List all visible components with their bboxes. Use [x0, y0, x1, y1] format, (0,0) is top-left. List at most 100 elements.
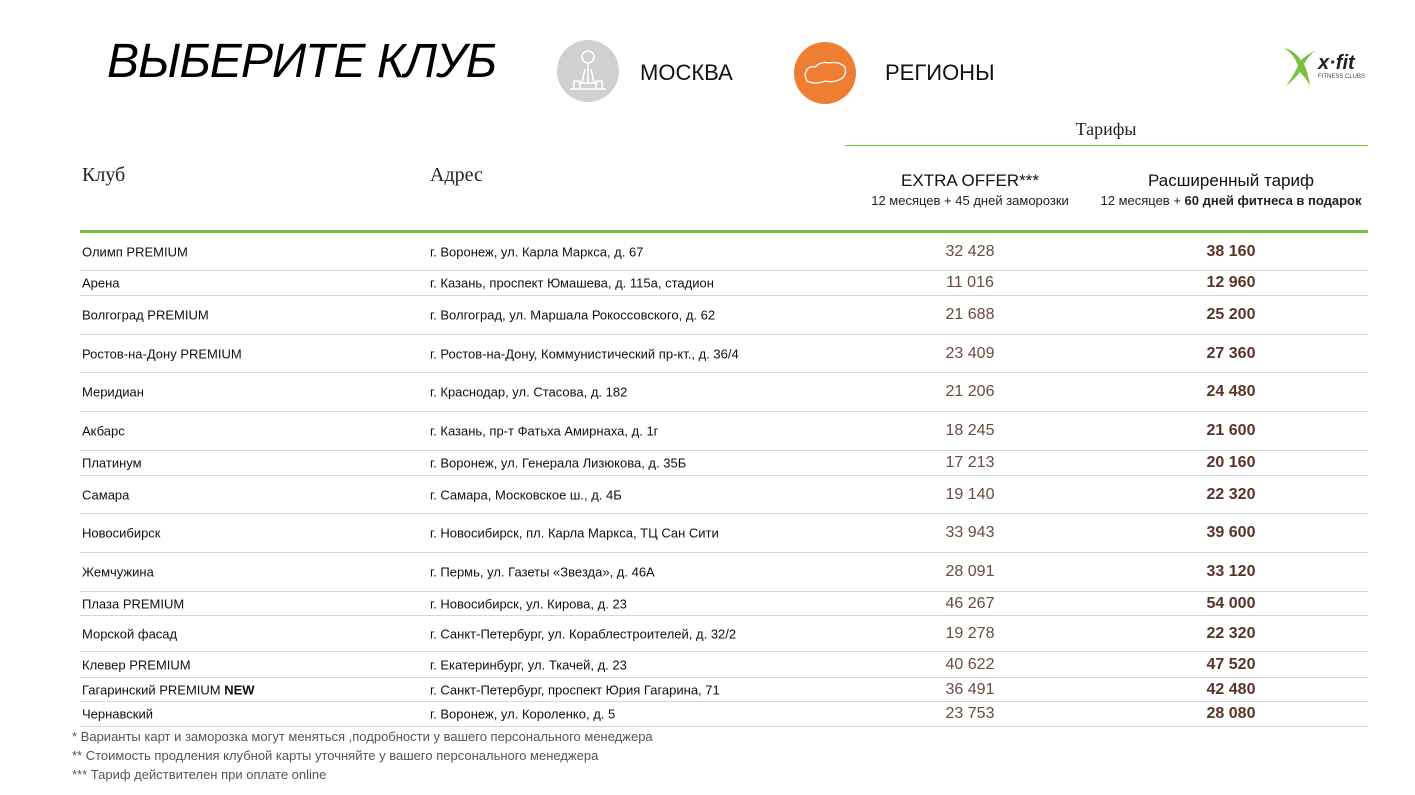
price-extended: 24 480 — [1206, 383, 1256, 400]
price-extended: 33 120 — [1206, 563, 1256, 580]
column-header: EXTRA OFFER*** — [901, 171, 1039, 190]
club-name: Морской фасад — [82, 626, 177, 641]
club-name: Платинум — [82, 456, 142, 471]
price-extended: 28 080 — [1206, 705, 1256, 722]
club-name: Чернавский — [82, 707, 153, 722]
price-extra: 36 491 — [945, 680, 995, 698]
club-text: Акбарс — [82, 423, 125, 439]
moscow-icon[interactable] — [556, 39, 620, 103]
table-row: Жемчужина г. Пермь, ул. Газеты «Звезда», … — [80, 553, 1368, 592]
note-part-bold: 60 дней фитнеса в подарок — [1184, 193, 1362, 208]
moscow-link[interactable]: МОСКВА — [640, 60, 733, 85]
price-extended: 27 360 — [1206, 344, 1256, 362]
table-row: Гагаринский PREMIUM NEW г. Санкт-Петербур… — [80, 678, 1368, 702]
address: г. Пермь, ул. Газеты «Звезда», д. 46А — [430, 564, 655, 580]
logo-text: x·fit — [1318, 52, 1355, 74]
club-name: Акбарс — [82, 424, 125, 439]
price-extended: 12 960 — [1206, 274, 1256, 291]
address: г. Казань, проспект Юмашева, д. 115а, ст… — [430, 275, 714, 291]
club-name: Волгоград PREMIUM — [82, 308, 209, 323]
regions-link[interactable]: РЕГИОНЫ — [885, 60, 995, 85]
club-text: Морской фасад — [82, 626, 178, 641]
table-row: Меридиан г. Краснодар, ул. Стасова, д. 18… — [80, 373, 1368, 412]
table-row: Морской фасад г. Санкт-Петербург, ул. Кор… — [80, 616, 1368, 652]
address: г. Новосибирск, пл. Карла Маркса, ТЦ Сан… — [430, 525, 719, 541]
price-extra: 18 245 — [945, 422, 995, 439]
club-text: Арена — [82, 275, 120, 291]
address: г. Санкт-Петербург, ул. Кораблестроителе… — [430, 626, 737, 641]
club-text: Чернавский — [82, 706, 154, 722]
price-extra: 32 428 — [945, 243, 995, 260]
address: г. Волгоград, ул. Маршала Рокоссовского,… — [430, 307, 716, 323]
address: г. Казань, пр-т Фатьха Амирнаха, д. 1г — [430, 423, 659, 439]
logo-sub: FITNESS CLUBS — [1318, 74, 1366, 80]
price-extended: 22 320 — [1206, 624, 1256, 642]
club-text: Самара — [82, 487, 130, 502]
price-extra: 19 140 — [945, 485, 995, 503]
table-row: Плаза PREMIUM г. Новосибирск, ул. Кирова,… — [80, 592, 1368, 616]
address: г. Краснодар, ул. Стасова, д. 182 — [430, 384, 628, 400]
table-row: Новосибирск г. Новосибирск, пл. Карла Мар… — [80, 514, 1368, 553]
table-row: Платинум г. Воронеж, ул. Генерала Лизюков… — [80, 451, 1368, 476]
column-note: 12 месяцев + 45 дней заморозки — [871, 193, 1069, 208]
column-header: Клуб — [82, 164, 126, 186]
column-note: 12 месяцев + 60 дней фитнеса в подарок — [1100, 193, 1361, 208]
address: г. Самара, Московское ш., д. 4Б — [430, 487, 622, 502]
club-name: Самара — [82, 487, 129, 502]
price-extended: 39 600 — [1206, 524, 1256, 541]
club-name: Гагаринский PREMIUM NEW — [82, 682, 255, 697]
price-extra: 11 016 — [946, 274, 994, 291]
address: г. Санкт-Петербург, проспект Юрия Гагари… — [430, 682, 720, 697]
price-extra: 17 213 — [945, 454, 995, 471]
footnote: * Варианты карт и заморозка могут менять… — [72, 729, 653, 744]
table-row: Олимп PREMIUM г. Воронеж, ул. Карла Маркс… — [80, 234, 1368, 271]
price-extended: 47 520 — [1206, 655, 1256, 673]
price-extended: 54 000 — [1206, 594, 1256, 612]
price-extended: 22 320 — [1206, 485, 1256, 503]
footnote: ** Стоимость продления клубной карты уто… — [72, 748, 599, 763]
club-name: Меридиан — [82, 385, 144, 400]
club-text: Олимп PREMIUM — [82, 244, 188, 260]
club-text: Меридиан — [82, 384, 144, 400]
price-extended: 25 200 — [1206, 306, 1256, 323]
address: г. Новосибирск, ул. Кирова, д. 23 — [430, 596, 627, 611]
price-extended: 42 480 — [1206, 680, 1256, 698]
table-row: Клевер PREMIUM г. Екатеринбург, ул. Ткаче… — [80, 652, 1368, 678]
club-name: Ростов-на-Дону PREMIUM — [82, 346, 242, 361]
address: г. Екатеринбург, ул. Ткачей, д. 23 — [430, 657, 627, 672]
table-row: Акбарс г. Казань, пр-т Фатьха Амирнаха, д… — [80, 412, 1368, 451]
club-name: Жемчужина — [82, 565, 154, 580]
price-extra: 21 206 — [945, 383, 995, 400]
club-text: Гагаринский PREMIUM — [82, 682, 221, 697]
table-row: Самара г. Самара, Московское ш., д. 4Б 19 … — [80, 476, 1368, 514]
club-name: Олимп PREMIUM — [82, 245, 188, 260]
column-header: Адрес — [430, 164, 483, 186]
group-rule — [845, 145, 1368, 146]
club-tag: NEW — [224, 682, 255, 697]
group-header: Тарифы — [1075, 119, 1137, 139]
price-extended: 38 160 — [1206, 243, 1256, 260]
table-row: Чернавский г. Воронеж, ул. Короленко, д. … — [80, 702, 1368, 727]
price-extended: 20 160 — [1206, 454, 1256, 471]
regions-icon[interactable] — [793, 41, 857, 105]
table-row: Волгоград PREMIUM г. Волгоград, ул. Марша… — [80, 296, 1368, 335]
club-text: Плаза PREMIUM — [82, 596, 185, 611]
club-name: Клевер PREMIUM — [82, 657, 191, 672]
price-extra: 28 091 — [945, 563, 995, 580]
table-row: Ростов-на-Дону PREMIUM г. Ростов-на-Дону,… — [80, 335, 1368, 373]
club-text: Новосибирск — [82, 525, 161, 541]
price-extra: 21 688 — [945, 306, 995, 323]
club-text: Клевер PREMIUM — [82, 657, 191, 672]
note-part: 12 месяцев + — [1100, 193, 1185, 208]
footnote: *** Тариф действителен при оплате online — [72, 767, 327, 782]
address: г. Воронеж, ул. Карла Маркса, д. 67 — [430, 244, 644, 260]
club-text: Платинум — [82, 455, 142, 471]
club-name: Новосибирск — [82, 526, 161, 541]
column-header: Расширенный тариф — [1148, 171, 1314, 190]
address: г. Ростов-на-Дону, Коммунистический пр-к… — [430, 346, 739, 361]
price-extra: 40 622 — [945, 655, 995, 673]
club-name: Плаза PREMIUM — [82, 596, 184, 611]
price-extra: 23 409 — [945, 344, 995, 362]
table-row: Арена г. Казань, проспект Юмашева, д. 115… — [80, 271, 1368, 296]
